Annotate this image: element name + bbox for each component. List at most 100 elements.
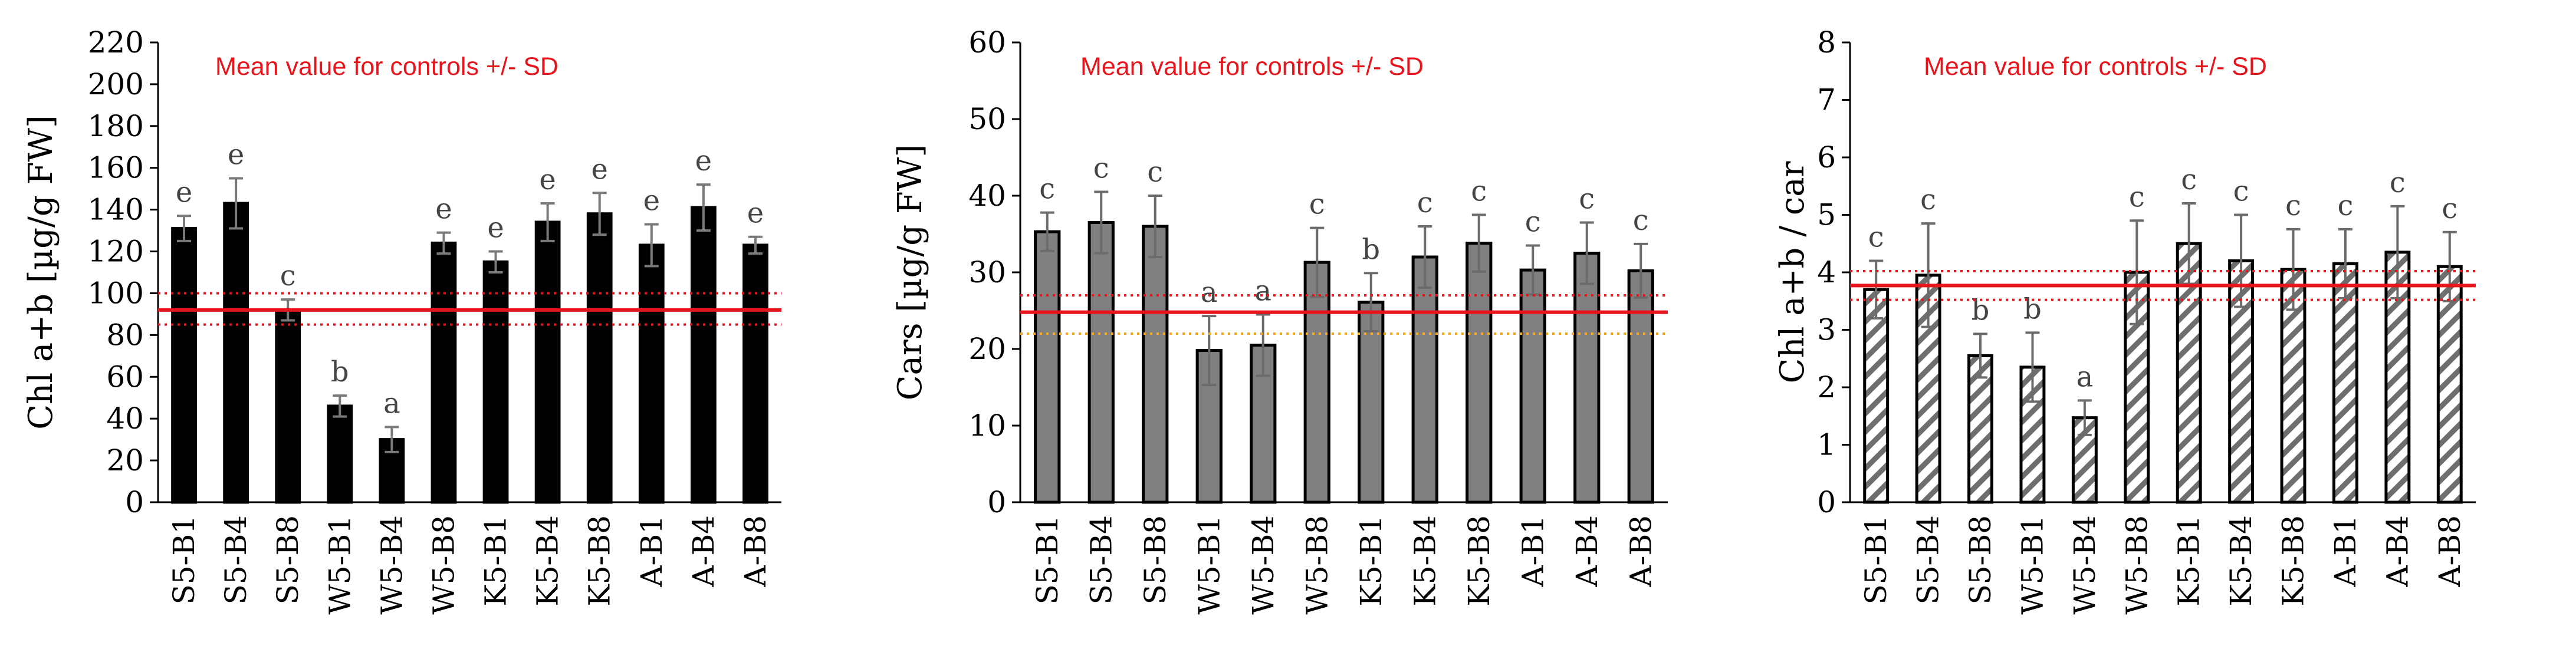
y-tick-label: 80: [106, 318, 144, 352]
y-tick-label: 7: [1817, 83, 1836, 117]
significance-letter: c: [1525, 206, 1541, 239]
x-tick-label: W5-B8: [2120, 515, 2154, 615]
x-tick-label: A-B4: [2380, 515, 2414, 588]
significance-letter: c: [2233, 175, 2249, 208]
bar: [223, 202, 249, 504]
significance-letter: c: [2181, 163, 2197, 196]
y-tick-label: 1: [1817, 428, 1836, 462]
x-tick-label: K5-B1: [2172, 515, 2206, 607]
y-tick-label: 8: [1817, 25, 1836, 60]
bar: [1863, 288, 1890, 504]
y-tick-label: 4: [1817, 255, 1836, 289]
y-axis-title: Chl a+b [µg/g FW]: [22, 115, 60, 429]
x-tick-label: S5-B4: [219, 515, 253, 605]
significance-letter: b: [1362, 233, 1380, 266]
significance-letter: e: [487, 212, 504, 245]
significance-letter: c: [1147, 156, 1163, 189]
significance-letter: e: [695, 144, 712, 177]
x-tick-label: A-B4: [686, 515, 721, 588]
y-tick-label: 10: [968, 408, 1006, 443]
bar: [690, 206, 717, 504]
x-tick-label: A-B8: [738, 515, 773, 588]
significance-letter: c: [2129, 180, 2145, 213]
x-tick-label: S5-B8: [271, 515, 305, 605]
x-tick-label: A-B1: [635, 515, 669, 588]
x-tick-label: W5-B4: [1246, 515, 1280, 615]
annotation-text: Mean value for controls +/- SD: [215, 52, 558, 81]
significance-letter: c: [1579, 183, 1595, 216]
x-tick-label: K5-B1: [1354, 515, 1388, 607]
bar: [171, 227, 197, 504]
bar: [1087, 221, 1115, 504]
x-tick-label: S5-B4: [1084, 515, 1118, 605]
x-tick-label: S5-B4: [1911, 515, 1946, 605]
significance-letter: c: [1039, 173, 1055, 206]
y-tick-label: 140: [88, 193, 144, 227]
significance-letter: c: [1417, 186, 1433, 219]
y-tick-label: 0: [125, 485, 144, 519]
bar: [1573, 252, 1601, 504]
x-tick-label: S5-B1: [167, 515, 201, 605]
significance-letter: b: [331, 355, 349, 388]
y-tick-label: 2: [1817, 370, 1836, 404]
x-tick-label: A-B1: [2328, 515, 2363, 588]
y-tick-label: 120: [88, 235, 144, 269]
significance-letter: c: [1309, 188, 1325, 221]
y-tick-label: 30: [968, 255, 1006, 289]
x-tick-label: A-B8: [1624, 515, 1658, 588]
significance-letter: c: [2285, 189, 2301, 222]
significance-letter: e: [592, 153, 608, 186]
y-tick-label: 160: [88, 151, 144, 185]
y-tick-label: 20: [106, 443, 144, 477]
bar: [482, 260, 509, 504]
y-tick-label: 60: [968, 25, 1006, 60]
y-tick-label: 220: [88, 25, 144, 60]
significance-letter: e: [747, 197, 764, 230]
x-tick-label: A-B4: [1570, 515, 1604, 588]
x-tick-label: S5-B8: [1963, 515, 1997, 605]
bar: [638, 243, 665, 504]
y-tick-label: 50: [968, 102, 1006, 136]
x-tick-label: A-B1: [1516, 515, 1550, 588]
significance-letter: c: [280, 259, 296, 292]
significance-letter: b: [2023, 292, 2042, 325]
bar: [431, 241, 457, 504]
y-tick-label: 6: [1817, 140, 1836, 174]
significance-letter: a: [1201, 276, 1218, 309]
bar: [327, 404, 353, 504]
y-tick-label: 60: [106, 360, 144, 394]
x-tick-label: W5-B1: [1192, 515, 1226, 615]
x-tick-label: K5-B8: [1462, 515, 1496, 607]
y-tick-label: 40: [968, 179, 1006, 213]
y-tick-label: 5: [1817, 198, 1836, 232]
y-tick-label: 100: [88, 276, 144, 310]
bar: [586, 212, 613, 504]
significance-letter: e: [643, 184, 660, 217]
significance-letter: c: [1093, 152, 1109, 185]
x-tick-label: W5-B4: [374, 515, 409, 615]
x-tick-label: S5-B1: [1030, 515, 1064, 605]
x-tick-label: A-B8: [2433, 515, 2467, 588]
bar: [1519, 268, 1546, 504]
y-tick-label: 180: [88, 109, 144, 143]
x-tick-label: S5-B8: [1138, 515, 1172, 605]
y-tick-label: 0: [987, 485, 1006, 519]
y-tick-label: 3: [1817, 313, 1836, 347]
x-tick-label: W5-B8: [1300, 515, 1334, 615]
x-tick-label: K5-B8: [2276, 515, 2311, 607]
x-tick-label: K5-B4: [2224, 515, 2258, 607]
x-tick-label: S5-B1: [1859, 515, 1893, 605]
annotation-text: Mean value for controls +/- SD: [1924, 52, 2267, 81]
bar: [742, 243, 768, 504]
panel-chl-car-ratio: Chl a+b / car Mean value for controls +/…: [1773, 25, 2476, 615]
significance-letter: c: [1633, 204, 1649, 237]
bar: [1411, 255, 1438, 504]
significance-letter: e: [435, 193, 452, 226]
x-tick-label: K5-B1: [479, 515, 513, 607]
y-tick-label: 40: [106, 401, 144, 436]
significance-letter: c: [1920, 183, 1936, 216]
x-tick-label: W5-B4: [2068, 515, 2102, 615]
x-tick-label: W5-B1: [323, 515, 357, 615]
bar: [1034, 230, 1061, 504]
bar: [2436, 265, 2463, 504]
